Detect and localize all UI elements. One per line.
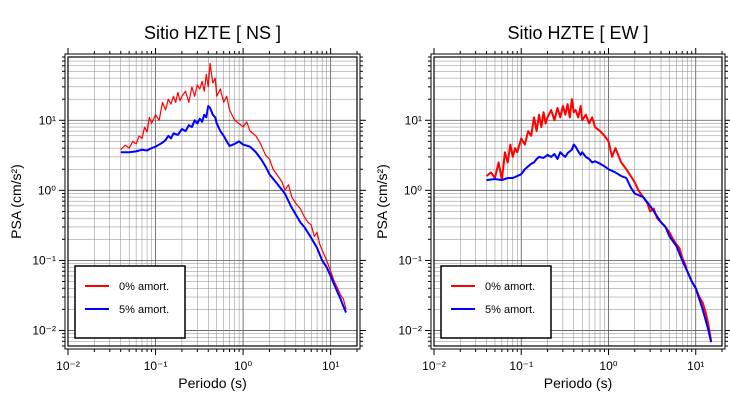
legend: 0% amort. 5% amort. (74, 265, 186, 339)
y-tick-label: 10¹ (405, 113, 422, 127)
y-tick-label: 10⁻¹ (398, 253, 422, 267)
x-axis-label: Periodo (s) (178, 375, 246, 391)
legend-label: 0% amort. (485, 281, 535, 293)
x-axis-label: Periodo (s) (544, 375, 612, 391)
x-tick-label: 10⁻² (56, 359, 80, 373)
plot-frame (67, 56, 358, 347)
y-axis-label: PSA (cm/s²) (374, 164, 390, 239)
x-tick-label: 10⁻¹ (509, 359, 533, 373)
plot-frame (433, 56, 723, 347)
x-tick-label: 10¹ (322, 359, 339, 373)
chart-title: Sitio HZTE [ NS ] (144, 23, 281, 43)
y-tick-label: 10¹ (39, 113, 56, 127)
tick-marks (59, 48, 366, 355)
x-tick-label: 10¹ (687, 359, 704, 373)
series-line-undamped (485, 98, 713, 342)
series-line-damped (486, 143, 713, 343)
legend-box (74, 265, 186, 339)
panel-ns: 10⁻² 10⁻¹ 10⁰ 10¹ 10⁻² 10⁻¹ 10⁰ 10¹ Sitio HZTE [… (8, 23, 366, 391)
x-tick-label: 10⁰ (599, 359, 617, 373)
tick-marks (425, 48, 730, 355)
legend-label: 5% amort. (485, 304, 535, 316)
legend-label: 5% amort. (119, 304, 169, 316)
panel-ew: 10⁻² 10⁻¹ 10⁰ 10¹ 10⁻² 10⁻¹ 10⁰ 10¹ Sitio HZTE [… (374, 23, 730, 391)
x-tick-label: 10⁰ (234, 359, 252, 373)
y-tick-label: 10⁻¹ (32, 253, 56, 267)
chart-title: Sitio HZTE [ EW ] (507, 23, 648, 43)
y-axis-label: PSA (cm/s²) (8, 164, 24, 239)
series-line-damped (120, 104, 347, 313)
x-tick-label: 10⁻² (422, 359, 446, 373)
grid (433, 56, 723, 347)
y-tick-label: 10⁻² (32, 323, 56, 337)
series-line-undamped (120, 62, 347, 310)
x-tick-label: 10⁻¹ (144, 359, 168, 373)
legend-box (440, 265, 552, 339)
legend: 0% amort. 5% amort. (440, 265, 552, 339)
legend-label: 0% amort. (119, 281, 169, 293)
y-tick-label: 10⁰ (38, 183, 56, 197)
y-tick-label: 10⁻² (398, 323, 422, 337)
y-tick-label: 10⁰ (404, 183, 422, 197)
